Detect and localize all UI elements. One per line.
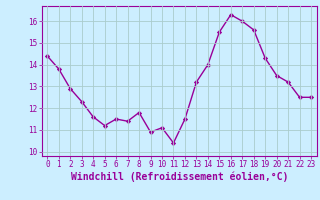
X-axis label: Windchill (Refroidissement éolien,°C): Windchill (Refroidissement éolien,°C) <box>70 172 288 182</box>
